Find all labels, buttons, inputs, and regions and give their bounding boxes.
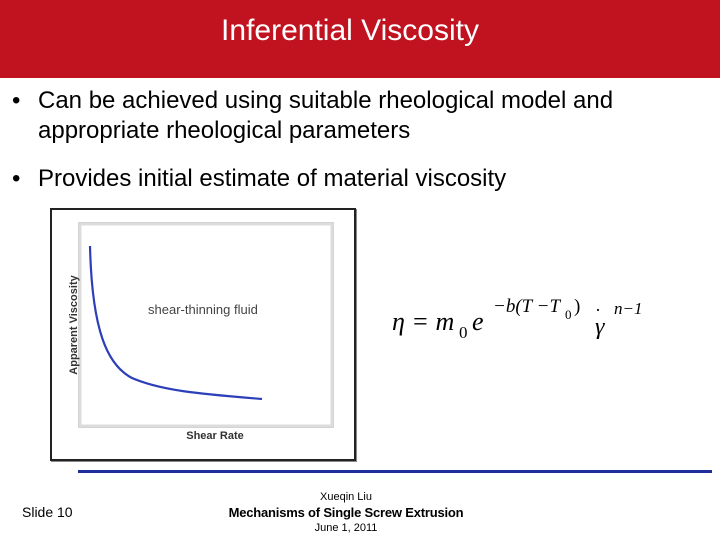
curve-annotation: shear-thinning fluid (148, 302, 258, 317)
equation-exponent-close: ) (574, 296, 580, 317)
footer-info: Xueqin Liu Mechanisms of Single Screw Ex… (200, 490, 492, 535)
equation-svg: η = m 0 e −b(T −T 0 ) γ · n−1 (392, 296, 642, 342)
footer-author: Xueqin Liu (320, 491, 372, 503)
equation-exponent-subscript: 0 (565, 307, 572, 322)
equation-lhs: η = m (392, 307, 454, 336)
shear-thinning-curve (88, 245, 263, 401)
bullet-text-line1: Can be achieved using suitable rheologic… (38, 87, 614, 114)
equation-gamma: γ (595, 314, 605, 340)
bullet-text-line2: appropriate rheological parameters (38, 117, 411, 144)
slide-title: Inferential Viscosity (221, 14, 479, 47)
equation-gamma-exponent: n−1 (614, 299, 642, 318)
power-law-equation: η = m 0 e −b(T −T 0 ) γ · n−1 (392, 292, 672, 352)
title-bar: Inferential Viscosity (0, 0, 720, 78)
viscosity-figure: Apparent Viscosity Shear Rate shear-thin… (50, 208, 356, 461)
bullet-marker: • (12, 165, 21, 192)
bullet-text-line1: Provides initial estimate of material vi… (38, 165, 507, 192)
plot-panel (78, 222, 334, 428)
footer-divider (78, 470, 712, 473)
equation-base-e: e (472, 307, 484, 336)
gamma-dot-icon: · (595, 300, 601, 320)
x-axis-label: Shear Rate (186, 430, 243, 442)
bullet-marker: • (12, 87, 21, 114)
footer-date: June 1, 2011 (314, 522, 378, 534)
slide-number: Slide 10 (22, 504, 73, 520)
viscosity-figure-svg: Apparent Viscosity Shear Rate shear-thin… (68, 222, 334, 442)
equation-m-subscript: 0 (459, 323, 468, 342)
equation-exponent: −b(T −T (493, 296, 561, 317)
plot-panel-bevel (78, 222, 334, 428)
y-axis-label: Apparent Viscosity (68, 274, 80, 374)
footer-title: Mechanisms of Single Screw Extrusion (228, 505, 464, 520)
